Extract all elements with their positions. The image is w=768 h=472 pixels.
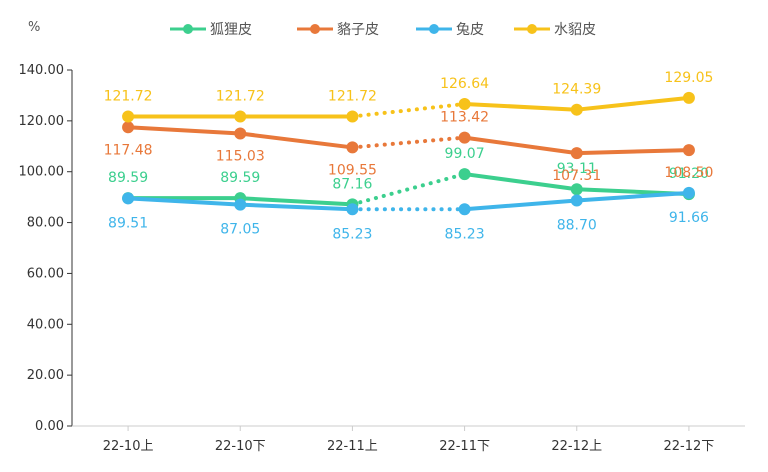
data-label: 85.23 xyxy=(445,226,485,242)
data-label: 89.51 xyxy=(108,215,148,231)
y-unit-label: % xyxy=(28,20,40,35)
legend[interactable]: 狐狸皮 貉子皮 兔皮 水貂皮 xyxy=(170,22,596,38)
series-segment xyxy=(126,196,243,207)
legend-label: 貉子皮 xyxy=(337,22,379,38)
data-label: 107.31 xyxy=(552,168,601,184)
series-segment xyxy=(238,202,355,212)
series-1 xyxy=(122,121,695,160)
legend-item[interactable]: 狐狸皮 xyxy=(170,22,252,38)
data-point[interactable] xyxy=(346,110,359,123)
data-point[interactable] xyxy=(570,194,583,207)
y-tick-label: 40.00 xyxy=(27,317,64,332)
y-tick-label: 0.00 xyxy=(35,419,64,434)
legend-marker xyxy=(183,24,193,34)
data-label: 85.23 xyxy=(332,226,372,242)
x-tick-label: 22-12下 xyxy=(664,439,715,454)
data-label: 87.16 xyxy=(332,176,372,192)
data-point[interactable] xyxy=(458,97,471,110)
data-point[interactable] xyxy=(234,127,247,140)
series-segment xyxy=(574,148,691,156)
data-label: 121.72 xyxy=(328,88,377,104)
data-label: 108.50 xyxy=(664,165,713,181)
data-point[interactable] xyxy=(346,203,359,216)
data-point[interactable] xyxy=(234,198,247,211)
data-label: 115.03 xyxy=(216,148,265,164)
data-label: 126.64 xyxy=(440,76,489,92)
data-label: 129.05 xyxy=(664,70,713,86)
data-label: 99.07 xyxy=(445,146,485,162)
data-label: 87.05 xyxy=(220,222,260,238)
series-segment xyxy=(574,95,691,112)
series-segment-dotted xyxy=(350,101,467,119)
data-label: 91.66 xyxy=(669,210,709,226)
data-point[interactable] xyxy=(682,91,695,104)
series-segment xyxy=(238,131,355,150)
y-tick-label: 80.00 xyxy=(27,216,64,231)
y-tick-label: 120.00 xyxy=(19,114,65,129)
data-label: 88.70 xyxy=(557,217,597,233)
series-layer xyxy=(122,91,695,216)
data-point[interactable] xyxy=(570,147,583,160)
legend-item[interactable]: 貉子皮 xyxy=(297,22,379,38)
data-point[interactable] xyxy=(570,103,583,116)
legend-marker xyxy=(527,24,537,34)
y-tick-label: 140.00 xyxy=(19,63,65,78)
data-point[interactable] xyxy=(458,168,471,181)
series-segment xyxy=(574,190,691,203)
data-label: 121.72 xyxy=(216,88,265,104)
y-tick-label: 60.00 xyxy=(27,266,64,281)
data-label: 91.20 xyxy=(669,166,709,182)
series-segment xyxy=(462,198,579,212)
data-point[interactable] xyxy=(346,141,359,154)
legend-item[interactable]: 兔皮 xyxy=(416,22,484,38)
x-tick-label: 22-11下 xyxy=(439,439,490,454)
data-point[interactable] xyxy=(570,183,583,196)
data-label: 117.48 xyxy=(104,142,153,158)
data-labels: 89.59 89.59 87.16 99.07 93.11 91.20 117.48 115.… xyxy=(104,70,714,242)
series-segment xyxy=(238,196,355,207)
data-label: 109.55 xyxy=(328,162,377,178)
legend-marker xyxy=(429,24,439,34)
data-point[interactable] xyxy=(682,186,695,199)
series-segment-dotted xyxy=(350,172,467,207)
legend-label: 兔皮 xyxy=(456,22,484,38)
data-point[interactable] xyxy=(122,110,135,123)
legend-marker xyxy=(310,24,320,34)
x-tick-label: 22-12上 xyxy=(551,439,602,454)
data-label: 121.72 xyxy=(104,88,153,104)
series-segment xyxy=(462,172,579,192)
data-label: 89.59 xyxy=(108,170,148,186)
data-label: 113.42 xyxy=(440,110,489,126)
x-tick-label: 22-11上 xyxy=(327,439,378,454)
data-point[interactable] xyxy=(458,203,471,216)
series-segment xyxy=(462,135,579,156)
legend-label: 狐狸皮 xyxy=(210,22,252,38)
series-2 xyxy=(122,186,695,216)
data-point[interactable] xyxy=(122,121,135,134)
series-3 xyxy=(122,91,695,123)
data-label: 124.39 xyxy=(552,82,601,98)
y-tick-label: 20.00 xyxy=(27,368,64,383)
legend-item[interactable]: 水貂皮 xyxy=(514,22,596,38)
x-tick-label: 22-10下 xyxy=(215,439,266,454)
series-segment xyxy=(126,125,243,136)
data-point[interactable] xyxy=(122,192,135,205)
series-segment-dotted xyxy=(350,135,467,150)
data-point[interactable] xyxy=(458,131,471,144)
data-label: 89.59 xyxy=(220,170,260,186)
legend-label: 水貂皮 xyxy=(554,22,596,38)
series-0 xyxy=(122,168,695,211)
axes: 0.00 20.00 40.00 60.00 80.00 100.00 120.00 140.… xyxy=(19,63,745,454)
data-label: 93.11 xyxy=(557,161,597,177)
series-segment xyxy=(462,101,579,112)
data-point[interactable] xyxy=(234,110,247,123)
y-tick-label: 100.00 xyxy=(19,165,65,180)
x-tick-label: 22-10上 xyxy=(103,439,154,454)
data-point[interactable] xyxy=(682,144,695,157)
